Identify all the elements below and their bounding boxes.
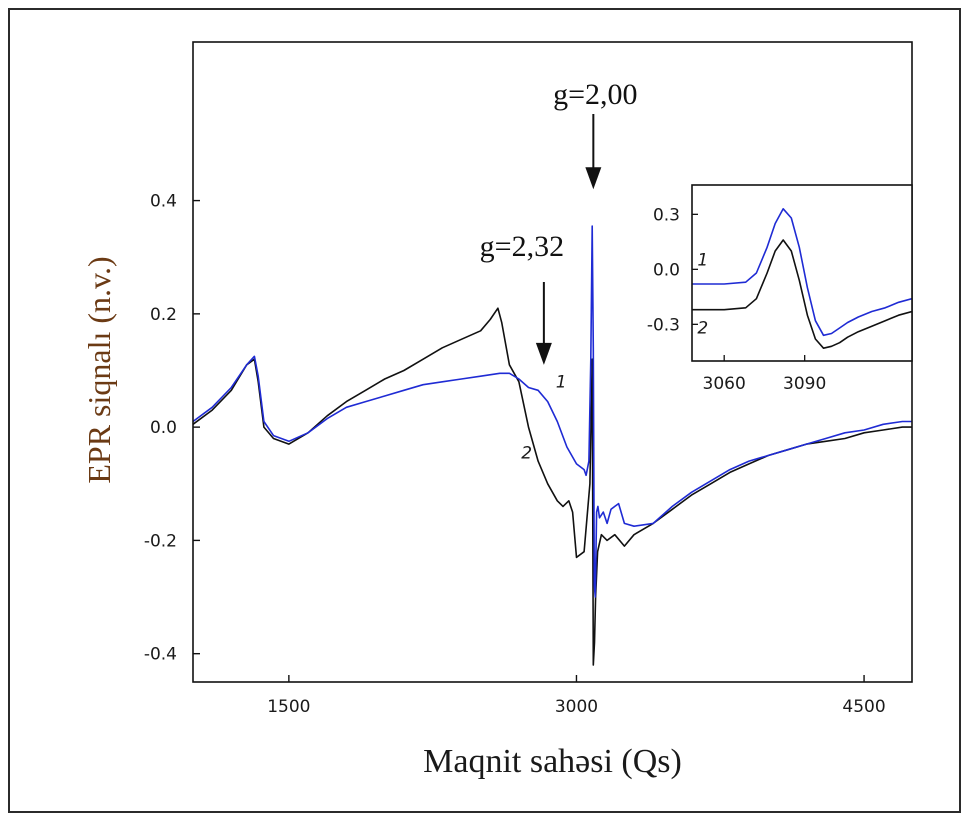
x-tick-label: 1500 (267, 697, 310, 717)
inset-curve-label-1: 1 (697, 251, 708, 271)
x-tick-label: 3000 (555, 697, 598, 717)
curve-label-2: 2 (521, 443, 532, 463)
series-2-line (193, 307, 912, 666)
figure-frame (8, 8, 961, 813)
curve-label-1: 1 (556, 372, 567, 392)
inset-frame (691, 184, 913, 362)
main-plot-frame (192, 41, 913, 683)
inset-series-2-line (692, 239, 912, 349)
annotation-arrow-head (535, 342, 552, 365)
inset-y-tick-label: -0.3 (647, 315, 680, 335)
annotation-label: g=2,32 (480, 230, 564, 263)
inset-x-tick-label: 3090 (783, 374, 826, 394)
x-tick-label: 4500 (842, 697, 885, 717)
inset-x-tick-label: 3060 (703, 374, 746, 394)
inset-series-1-line (692, 208, 912, 337)
inset-curve-label-2: 2 (697, 319, 708, 339)
main-plot: 1500 3000 4500 -0.4 -0.2 0.0 0.2 0.4 Maqnit sahə… (81, 41, 913, 780)
annotation-arrow-head (585, 167, 602, 190)
inset-y-tick-label: 0.0 (653, 260, 680, 280)
series-1-line (193, 225, 912, 598)
y-tick-label: 0.2 (150, 305, 177, 325)
inset-y-tick-label: 0.3 (653, 205, 680, 225)
y-tick-label: 0.0 (150, 418, 177, 438)
annotation-label: g=2,00 (553, 78, 637, 111)
inset-background (692, 185, 912, 361)
y-tick-label: -0.4 (144, 645, 177, 665)
inset-plot: 3060 3090 -0.3 0.0 0.3 1 2 (647, 184, 913, 394)
y-tick-label: 0.4 (150, 192, 177, 212)
y-tick-label: -0.2 (144, 531, 177, 551)
x-axis-title: Maqnit sahəsi (Qs) (423, 743, 682, 780)
y-axis-title: EPR siqnalı (n.v.) (81, 256, 117, 483)
